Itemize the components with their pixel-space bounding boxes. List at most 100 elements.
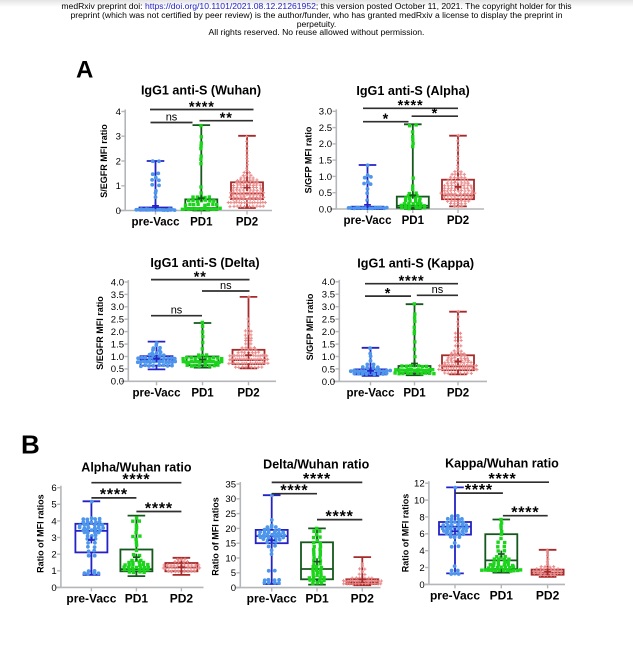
svg-text:ns: ns (171, 305, 183, 317)
svg-text:PD2: PD2 (536, 588, 560, 602)
svg-text:****: **** (398, 98, 424, 114)
svg-text:1.0: 1.0 (111, 352, 124, 363)
svg-text:pre-Vacc: pre-Vacc (132, 217, 181, 229)
svg-text:5: 5 (231, 568, 236, 579)
svg-text:PD1: PD1 (403, 387, 426, 399)
svg-text:PD2: PD2 (170, 591, 194, 605)
svg-text:4.0: 4.0 (322, 277, 335, 288)
svg-text:2: 2 (419, 563, 424, 574)
svg-text:4: 4 (51, 516, 57, 527)
svg-text:ns: ns (432, 284, 444, 296)
svg-text:PD1: PD1 (305, 592, 329, 606)
svg-text:****: **** (488, 471, 516, 488)
svg-text:1: 1 (116, 181, 121, 192)
svg-text:4: 4 (116, 107, 122, 118)
svg-text:A: A (76, 57, 93, 84)
svg-text:ns: ns (220, 280, 232, 292)
svg-text:PD2: PD2 (351, 592, 375, 606)
svg-text:Ratio of MFI ratios: Ratio of MFI ratios (400, 494, 410, 573)
svg-text:*: * (385, 286, 391, 302)
svg-text:2.0: 2.0 (322, 327, 335, 338)
svg-text:IgG1 anti-S (Delta): IgG1 anti-S (Delta) (150, 256, 259, 270)
svg-text:3.0: 3.0 (319, 107, 332, 118)
svg-text:0: 0 (231, 583, 236, 594)
svg-text:15: 15 (225, 539, 236, 550)
svg-text:Kappa/Wuhan ratio: Kappa/Wuhan ratio (445, 457, 559, 471)
svg-text:20: 20 (225, 524, 236, 535)
svg-text:S/GFP MFI ratio: S/GFP MFI ratio (304, 126, 314, 193)
svg-text:4.0: 4.0 (111, 277, 124, 288)
svg-text:10: 10 (225, 553, 236, 564)
svg-text:0.0: 0.0 (111, 377, 124, 388)
svg-text:ns: ns (166, 111, 178, 123)
svg-text:PD1: PD1 (190, 217, 213, 229)
svg-text:PD1: PD1 (490, 588, 514, 602)
svg-text:0.5: 0.5 (322, 364, 335, 375)
svg-text:3.0: 3.0 (322, 302, 335, 313)
svg-text:pre-Vacc: pre-Vacc (247, 592, 297, 606)
svg-text:10: 10 (414, 495, 425, 506)
svg-text:pre-Vacc: pre-Vacc (430, 588, 480, 602)
svg-text:1.5: 1.5 (319, 156, 332, 167)
svg-text:IgG1 anti-S (Wuhan): IgG1 anti-S (Wuhan) (141, 84, 261, 98)
svg-text:**: ** (220, 111, 233, 127)
svg-text:PD2: PD2 (236, 217, 258, 229)
svg-text:****: **** (280, 483, 308, 500)
svg-text:2: 2 (116, 156, 121, 167)
svg-text:8: 8 (419, 512, 424, 523)
svg-text:0: 0 (419, 580, 424, 591)
svg-text:2.5: 2.5 (322, 315, 335, 326)
svg-text:B: B (21, 430, 40, 460)
svg-text:0: 0 (116, 206, 121, 217)
svg-text:0.0: 0.0 (322, 377, 335, 388)
svg-text:0.5: 0.5 (319, 188, 332, 199)
svg-text:****: **** (303, 471, 331, 488)
svg-text:5: 5 (51, 500, 56, 511)
svg-text:1: 1 (51, 566, 56, 577)
svg-text:6: 6 (51, 483, 56, 494)
svg-text:****: **** (511, 505, 539, 522)
svg-text:pre-Vacc: pre-Vacc (344, 215, 393, 227)
svg-text:35: 35 (225, 479, 236, 490)
svg-text:12: 12 (414, 479, 425, 490)
svg-text:2: 2 (51, 550, 56, 561)
svg-text:3: 3 (116, 132, 121, 143)
svg-text:2.5: 2.5 (319, 123, 332, 134)
svg-text:3.0: 3.0 (111, 302, 124, 313)
svg-text:0: 0 (51, 583, 56, 594)
svg-text:3.5: 3.5 (322, 290, 335, 301)
svg-text:30: 30 (225, 494, 236, 505)
svg-text:3.5: 3.5 (111, 290, 124, 301)
svg-text:1.0: 1.0 (319, 172, 332, 183)
svg-text:S/EGFR MFI ratio: S/EGFR MFI ratio (99, 124, 109, 198)
svg-text:****: **** (399, 274, 425, 290)
svg-text:1.0: 1.0 (322, 352, 335, 363)
svg-text:PD2: PD2 (447, 387, 469, 399)
svg-text:****: **** (145, 500, 173, 517)
svg-text:2.5: 2.5 (111, 315, 124, 326)
svg-text:****: **** (465, 482, 493, 499)
svg-text:PD2: PD2 (447, 215, 469, 227)
svg-text:IgG1 anti-S (Alpha): IgG1 anti-S (Alpha) (356, 84, 469, 98)
svg-text:25: 25 (225, 509, 236, 520)
svg-text:Ratio of MFI ratios: Ratio of MFI ratios (36, 494, 46, 573)
svg-text:****: **** (326, 508, 354, 525)
svg-text:2.0: 2.0 (319, 139, 332, 150)
svg-text:4: 4 (419, 546, 425, 557)
svg-text:pre-Vacc: pre-Vacc (133, 387, 182, 399)
svg-text:****: **** (122, 472, 150, 489)
svg-text:IgG1 anti-S (Kappa): IgG1 anti-S (Kappa) (357, 257, 474, 271)
svg-text:1.5: 1.5 (111, 339, 124, 350)
svg-text:2.0: 2.0 (111, 327, 124, 338)
svg-text:pre-Vacc: pre-Vacc (66, 591, 116, 605)
svg-text:PD2: PD2 (237, 387, 259, 399)
svg-text:3: 3 (51, 533, 56, 544)
svg-text:1.5: 1.5 (322, 339, 335, 350)
svg-text:Alpha/Wuhan ratio: Alpha/Wuhan ratio (81, 461, 192, 475)
svg-text:*: * (383, 112, 389, 128)
svg-text:0.5: 0.5 (111, 364, 124, 375)
svg-text:**: ** (194, 269, 207, 285)
svg-text:*: * (432, 106, 438, 122)
svg-text:****: **** (100, 487, 128, 504)
svg-text:Ratio of MFI ratios: Ratio of MFI ratios (211, 497, 221, 576)
